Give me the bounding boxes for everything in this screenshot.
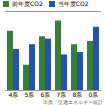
svg-text:6系: 6系 xyxy=(41,91,51,98)
svg-text:4系: 4系 xyxy=(9,91,19,98)
svg-text:0系: 0系 xyxy=(89,91,99,98)
html-text:出典：交通エネルギー統計: 出典：交通エネルギー統計 xyxy=(43,99,103,105)
svg-text:8系: 8系 xyxy=(73,91,83,98)
svg-text:5系: 5系 xyxy=(25,91,35,98)
html-text:当年度CO2: 当年度CO2 xyxy=(57,0,89,7)
svg-text:7系: 7系 xyxy=(57,91,67,98)
html-text:前年度CO2: 前年度CO2 xyxy=(12,0,43,7)
